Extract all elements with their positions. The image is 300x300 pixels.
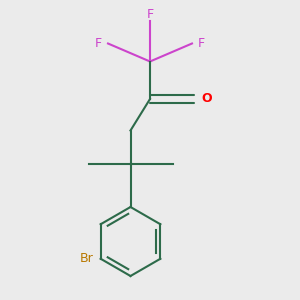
Text: F: F — [95, 37, 102, 50]
Text: F: F — [198, 37, 205, 50]
Text: O: O — [201, 92, 211, 106]
Text: Br: Br — [80, 252, 93, 265]
Text: F: F — [146, 8, 154, 21]
